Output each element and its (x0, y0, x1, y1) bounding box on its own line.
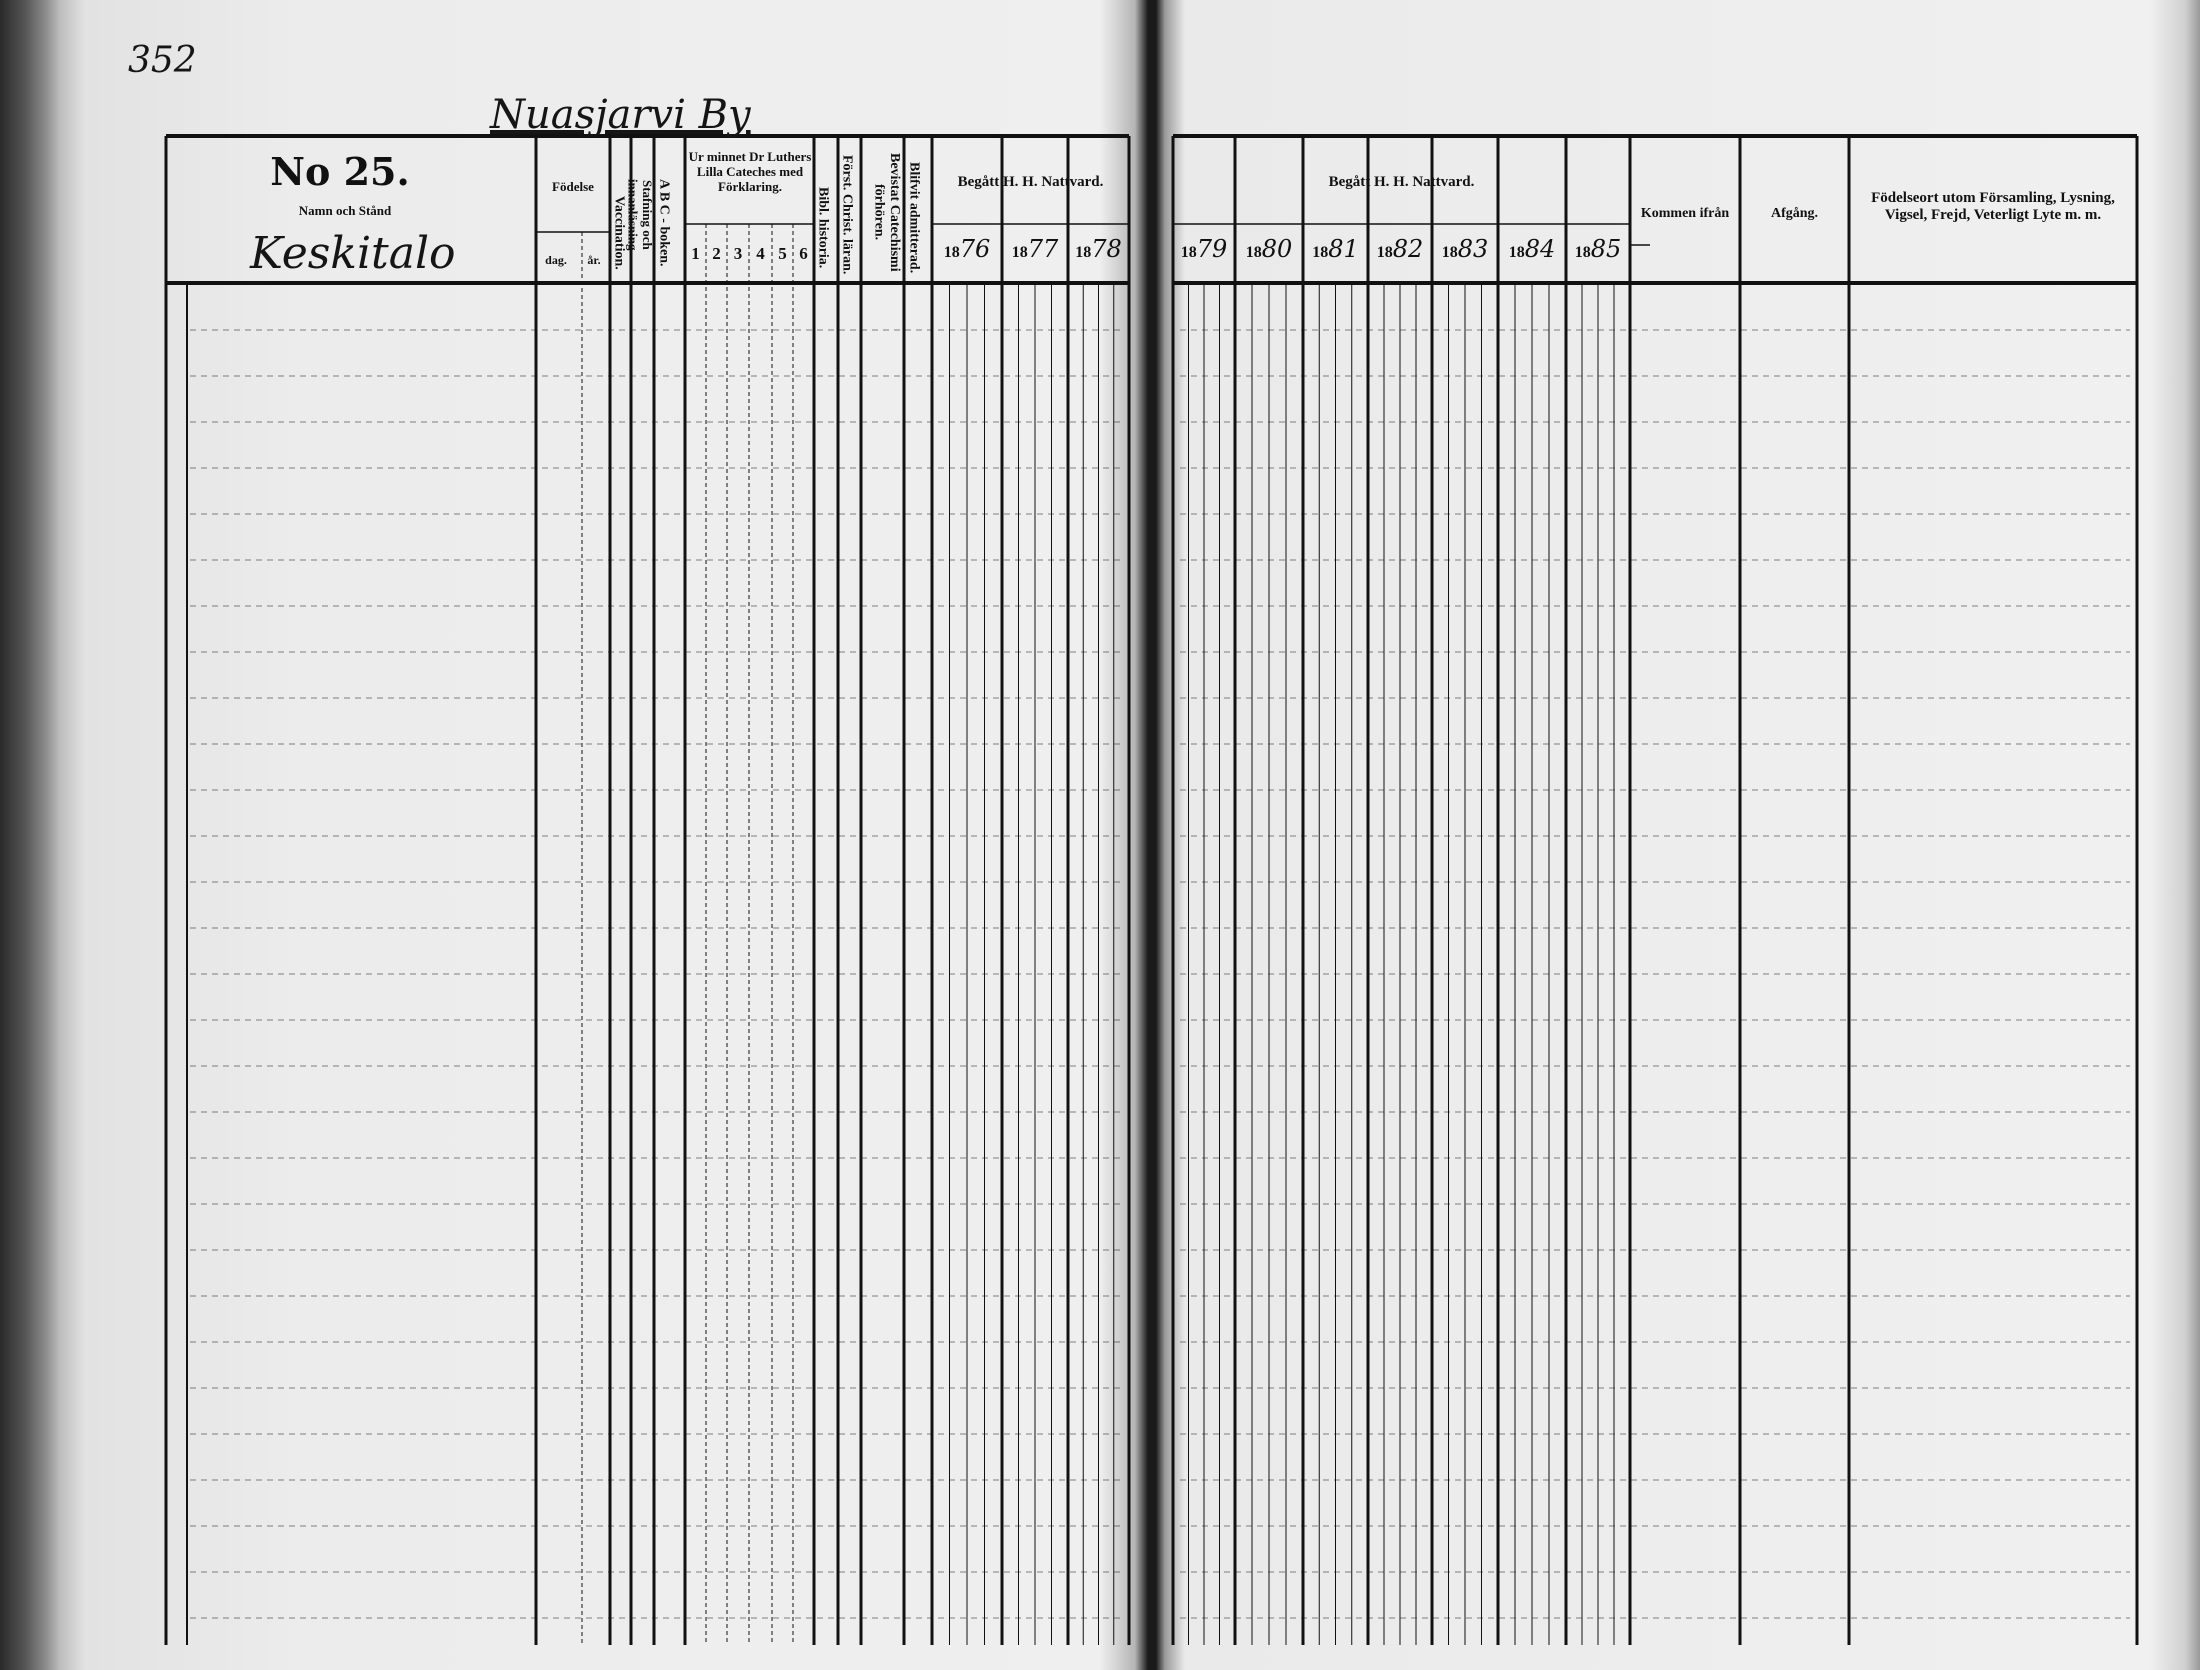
catechism-part-2: 2 (712, 244, 721, 263)
header-fodelseort: Födelseort utom Församling, Lysning, Vig… (1871, 190, 2115, 224)
header-fodelse: Födelse (552, 179, 594, 194)
year-printed: 18 (1441, 244, 1458, 261)
year-printed: 18 (1180, 244, 1197, 261)
header-vaccination: Vaccination. (611, 195, 627, 270)
year-handwritten: 77 (1027, 235, 1059, 263)
year-header: 1877 (1002, 235, 1068, 264)
year-printed: 18 (1508, 244, 1525, 261)
catechism-part-3: 3 (733, 244, 743, 263)
year-handwritten: 83 (1457, 235, 1489, 263)
household-number: No 25. (270, 149, 410, 194)
name-header: Namn och Stånd (298, 203, 392, 218)
header-stafning: Stafning och innanläsning (625, 179, 655, 251)
catechism-part-1: 1 (691, 244, 700, 263)
year-printed: 18 (1574, 244, 1591, 261)
header-nattvard-left: Begått H. H. Nattvard. (957, 174, 1104, 190)
catechism-part-4: 4 (756, 244, 765, 263)
year-header: 1884 (1498, 235, 1566, 264)
header-abc: A B C - boken. (656, 178, 672, 267)
year-printed: 18 (1312, 244, 1329, 261)
year-printed: 18 (1245, 244, 1262, 261)
year-handwritten: 76 (959, 235, 991, 263)
header-nattvard-right: Begått H. H. Nattvard. (1328, 174, 1475, 190)
year-header: 1882 (1368, 235, 1432, 264)
header-catechism: Ur minnet Dr Luthers Lilla Cateches med … (688, 149, 812, 194)
year-header: 1881 (1303, 235, 1368, 264)
year-handwritten: 84 (1524, 235, 1556, 263)
year-header: 1878 (1068, 235, 1129, 264)
year-printed: 18 (943, 244, 960, 261)
year-printed: 18 (1376, 244, 1393, 261)
year-handwritten: 79 (1196, 235, 1228, 263)
year-printed: 18 (1011, 244, 1028, 261)
header-forst: Först. Christ. läran. (839, 155, 855, 275)
year-header: 1885 (1566, 235, 1630, 264)
year-handwritten: 85 (1590, 235, 1622, 263)
year-handwritten: 80 (1261, 235, 1293, 263)
header-kommen: Kommen ifrån (1640, 206, 1730, 221)
header-bibl: Bibl. historia. (815, 186, 831, 269)
year-handwritten: 81 (1328, 235, 1359, 263)
header-bevistat: Bevistat Catechismi förhören. (871, 153, 902, 272)
farm-name: Keskitalo (250, 228, 456, 279)
catechism-part-6: 6 (799, 244, 808, 263)
year-header: 1876 (932, 235, 1002, 264)
header-dag: dag. (545, 253, 567, 267)
year-header: 1880 (1235, 235, 1303, 264)
year-handwritten: 82 (1392, 235, 1424, 263)
catechism-part-5: 5 (778, 244, 787, 263)
year-header: 1879 (1173, 235, 1235, 264)
year-printed: 18 (1075, 244, 1092, 261)
header-afgang: Afgång. (1770, 206, 1819, 221)
header-ar: år. (587, 253, 601, 267)
page-number: 352 (128, 40, 197, 81)
year-header: 1883 (1432, 235, 1498, 264)
header-blifvit: Blifvit admitterad. (906, 161, 922, 274)
year-handwritten: 78 (1091, 235, 1122, 263)
village-title: Nuasjarvi By (490, 92, 751, 138)
